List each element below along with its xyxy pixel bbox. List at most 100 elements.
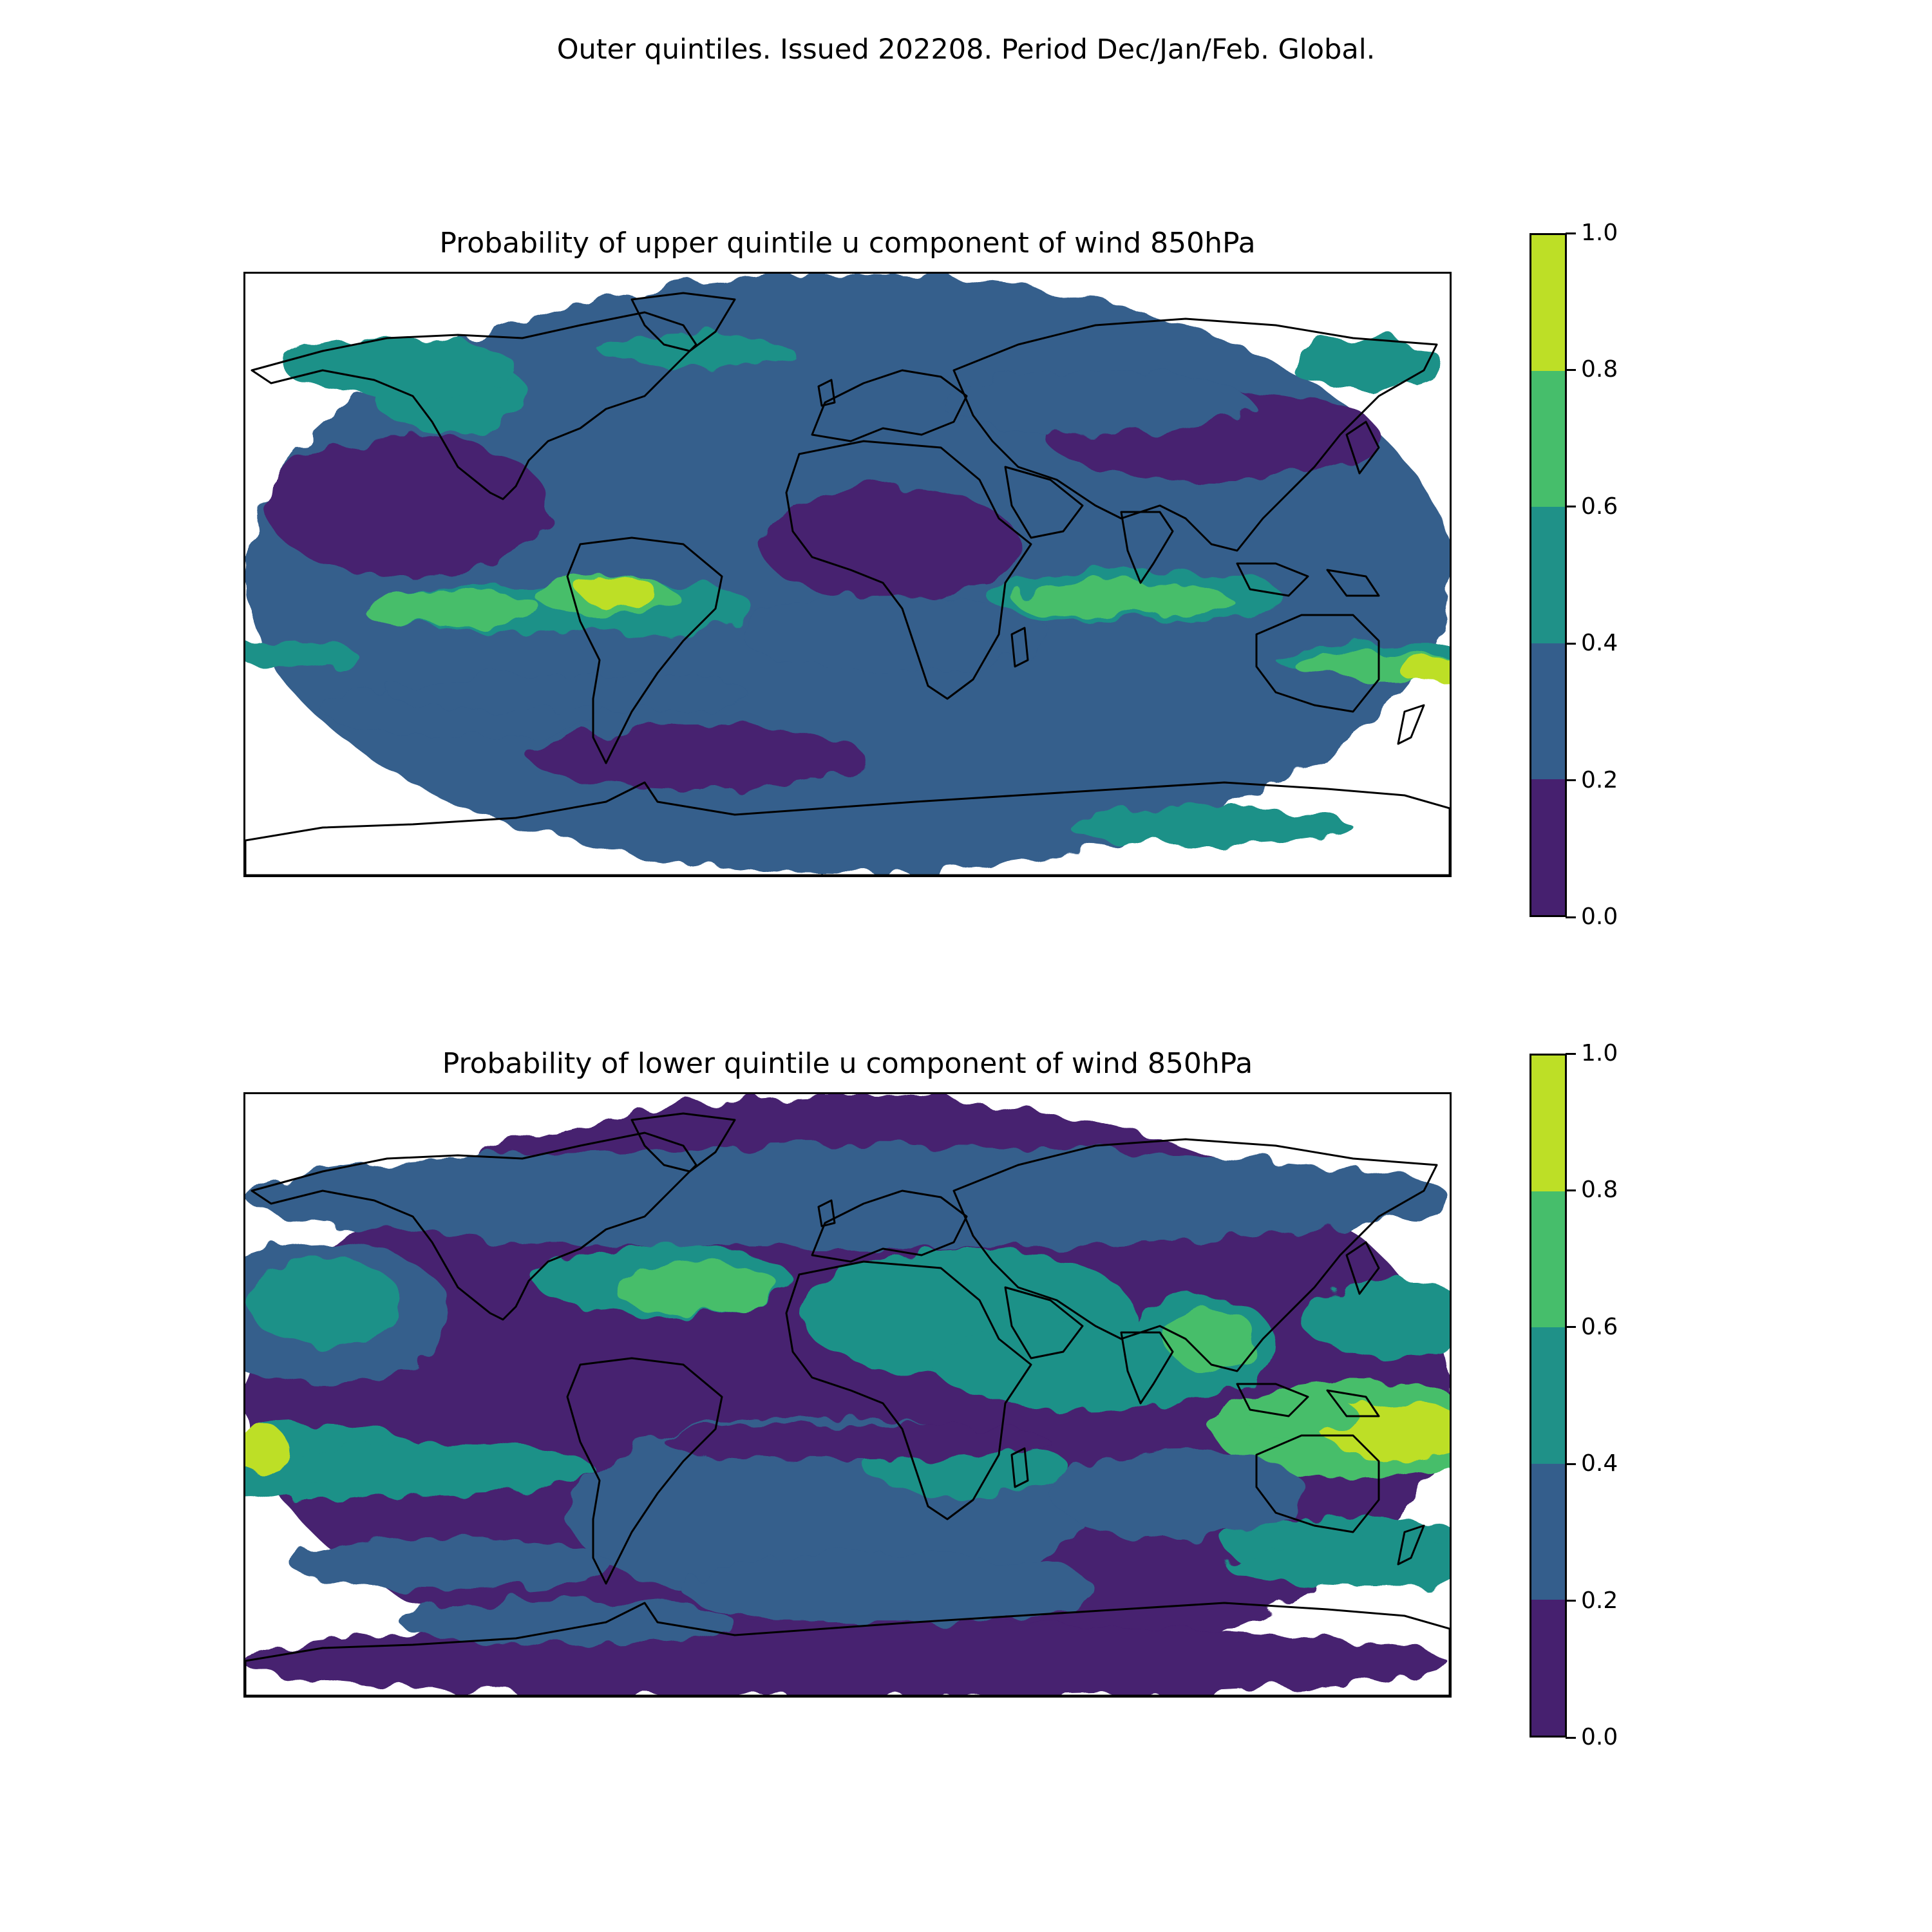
field-region [1244, 1397, 1359, 1435]
field-region [1050, 1448, 1308, 1539]
field-region [941, 370, 1250, 435]
coastline [1120, 1331, 1174, 1405]
colorbar-segment [1531, 507, 1565, 643]
field-region [361, 591, 542, 627]
colorbar-tick-label: 0.8 [1581, 1177, 1618, 1204]
field-region [245, 638, 355, 670]
coastlines [245, 292, 1450, 875]
coastline [1326, 569, 1380, 597]
colorbar-tick-label: 0.6 [1581, 1313, 1618, 1340]
coastline [1010, 1447, 1029, 1488]
field-region [245, 1146, 1450, 1249]
colorbar-tick-label: 0.4 [1581, 1450, 1618, 1477]
colorbar-tick-label: 1.0 [1581, 1040, 1618, 1066]
field-region [265, 435, 548, 576]
field-region [284, 338, 516, 396]
probability-field [245, 274, 1450, 875]
colorbar-lower [1530, 1054, 1567, 1738]
colorbar-tick [1566, 1189, 1576, 1191]
colorbar-tick [1566, 1736, 1576, 1739]
field-region [600, 335, 793, 367]
colorbar-segment [1531, 371, 1565, 507]
colorbar-tick-label: 0.2 [1581, 766, 1618, 793]
coastline [1004, 1286, 1084, 1359]
coastline [817, 1199, 836, 1227]
coastline [1255, 1434, 1380, 1533]
colorbar-tick [1566, 506, 1576, 508]
coastline [1120, 511, 1174, 584]
probability-field [245, 1094, 1450, 1696]
coastline [785, 1260, 1032, 1520]
field-region [1302, 1281, 1450, 1358]
panel-upper-title: Probability of upper quintile u componen… [439, 227, 1256, 260]
colorbar-tick [1566, 368, 1576, 371]
coastlines [245, 1112, 1450, 1696]
field-region [400, 1600, 735, 1645]
coastline [1255, 614, 1380, 713]
coastline [811, 369, 968, 442]
colorbar-tick [1566, 232, 1576, 234]
colorbar-upper [1530, 233, 1567, 917]
coastline [1236, 1383, 1309, 1417]
colorbar-tick [1566, 779, 1576, 782]
colorbar-segment [1531, 1599, 1565, 1736]
field-region [741, 596, 1050, 673]
coastline [566, 536, 723, 764]
coastline [952, 1138, 1438, 1372]
coastline [1345, 421, 1380, 475]
coastline [811, 1189, 968, 1263]
field-region [1166, 1307, 1256, 1371]
field-region [245, 1426, 290, 1471]
figure-title: Outer quintiles. Issued 202208. Period D… [556, 33, 1376, 66]
coastline [251, 311, 697, 500]
field-region [612, 1262, 780, 1313]
field-region [1224, 1542, 1450, 1587]
colorbar-tick [1566, 1052, 1576, 1055]
colorbar-segment [1531, 1191, 1565, 1328]
coastline [566, 1357, 723, 1585]
colorbar-tick-label: 0.6 [1581, 493, 1618, 520]
colorbar-segment [1531, 1463, 1565, 1600]
colorbar-tick-label: 0.4 [1581, 630, 1618, 657]
field-region [1070, 808, 1353, 847]
colorbar-segment [1531, 1056, 1565, 1192]
field-region [761, 486, 1018, 602]
colorbar-tick [1566, 1463, 1576, 1465]
colorbar-segment [1531, 1327, 1565, 1464]
coastline [1397, 1524, 1425, 1566]
colorbar-tick-label: 0.8 [1581, 356, 1618, 383]
coastline [251, 1132, 697, 1321]
map-lower [243, 1092, 1452, 1698]
coastline [1236, 562, 1309, 597]
panel-lower-title: Probability of lower quintile u componen… [442, 1047, 1253, 1080]
colorbar-segment [1531, 235, 1565, 372]
coastline [245, 781, 1450, 875]
colorbar-tick-label: 0.0 [1581, 904, 1618, 930]
coastline [1326, 1389, 1380, 1417]
coastline [1004, 466, 1084, 539]
colorbar-tick-label: 1.0 [1581, 220, 1618, 246]
field-region [1289, 338, 1443, 390]
field-region [387, 673, 748, 712]
colorbar-tick-label: 0.2 [1581, 1587, 1618, 1614]
field-region [580, 578, 658, 607]
coastline [630, 292, 736, 352]
colorbar-tick [1566, 642, 1576, 645]
coastline [1397, 704, 1425, 745]
field-region [683, 1551, 1095, 1629]
coastline [952, 317, 1438, 552]
coastline [630, 1112, 736, 1173]
field-region [1012, 581, 1231, 617]
coastline [1010, 627, 1029, 668]
map-upper [243, 272, 1452, 877]
coastline [1345, 1241, 1380, 1295]
colorbar-tick [1566, 1600, 1576, 1602]
field-region [1398, 657, 1450, 683]
colorbar-tick [1566, 1326, 1576, 1329]
coastline [245, 1602, 1450, 1696]
colorbar-segment [1531, 643, 1565, 779]
field-region [664, 1423, 1050, 1461]
field-region [529, 724, 864, 789]
field-region [245, 1255, 400, 1345]
